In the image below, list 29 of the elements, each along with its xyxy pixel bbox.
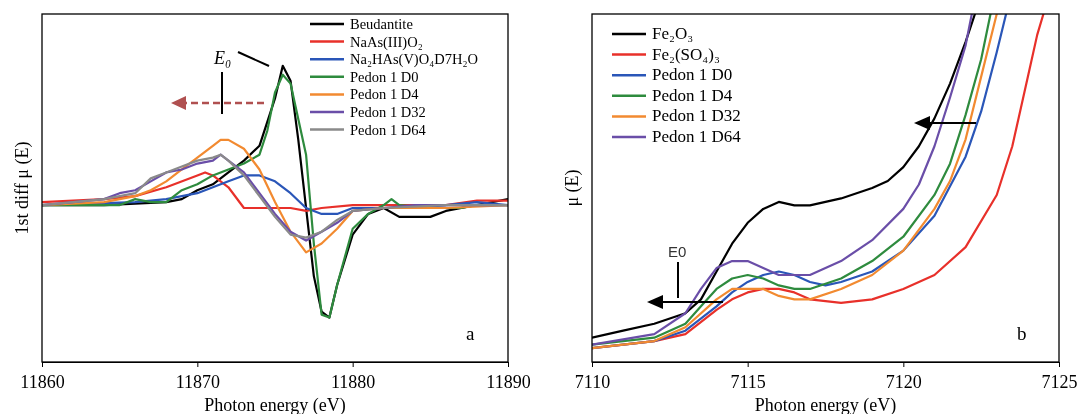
- legend-label: Pedon 1 D32: [652, 106, 741, 126]
- legend-label: Pedon 1 D4: [350, 86, 420, 103]
- legend-label: Pedon 1 D0: [652, 65, 733, 85]
- x-tick-label: 11880: [330, 372, 376, 392]
- x-tick-label: 7110: [574, 372, 611, 392]
- legend-label: Pedon 1 D64: [652, 127, 742, 146]
- legend-label: Beudantite: [350, 16, 413, 32]
- legend-label: Pedon 1 D4: [652, 85, 733, 105]
- x-axis-title: Photon energy (eV): [204, 395, 346, 414]
- x-tick-label: 11890: [486, 372, 531, 392]
- y-axis-title: 1st diff μ (E): [12, 141, 33, 235]
- legend-label: Fe₂O₃: [652, 24, 694, 43]
- x-tick-label: 11860: [20, 372, 65, 392]
- legend-label: Pedon 1 D64: [350, 121, 427, 138]
- y-axis-title: μ (E): [562, 169, 583, 207]
- x-tick-label: 11870: [175, 372, 221, 392]
- legend-label: NaAs(III)O₂: [350, 33, 423, 51]
- x-tick-label: 7125: [1041, 372, 1078, 392]
- legend-label: Pedon 1 D32: [350, 104, 426, 120]
- annotation: E0: [668, 243, 687, 260]
- annotation: a: [466, 323, 475, 344]
- x-axis-title: Photon energy (eV): [754, 395, 897, 414]
- x-tick-label: 7120: [885, 372, 922, 392]
- annotation: E₀: [213, 48, 232, 68]
- annotation: b: [1017, 323, 1027, 344]
- legend-label: Fe₂(SO₄)₃: [652, 44, 720, 64]
- legend-label: Pedon 1 D0: [350, 68, 419, 85]
- legend-label: Na₂HAs(V)O₄D7H₂O: [350, 51, 478, 69]
- x-tick-label: 7115: [730, 372, 766, 392]
